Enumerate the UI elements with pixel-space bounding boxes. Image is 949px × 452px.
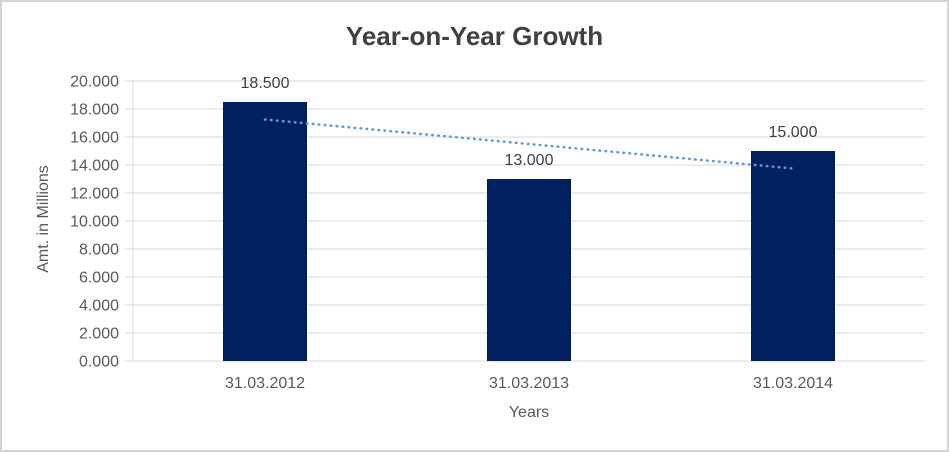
y-tick-label: 16.000 <box>70 130 119 147</box>
x-tick-label: 31.03.2013 <box>489 375 569 392</box>
bar-31.03.2012 <box>223 102 307 361</box>
x-tick-label: 31.03.2012 <box>225 375 305 392</box>
y-tick-label: 18.000 <box>70 102 119 119</box>
bar-31.03.2013 <box>487 179 571 361</box>
y-tick-label: 20.000 <box>70 74 119 91</box>
y-tick-label: 4.000 <box>79 298 119 315</box>
trendline <box>263 118 795 170</box>
x-axis-title: Years <box>508 404 550 421</box>
bar-31.03.2014 <box>751 151 835 361</box>
y-tick-label: 14.000 <box>70 158 119 175</box>
x-tick-label: 31.03.2014 <box>753 375 833 392</box>
y-tick-label: 2.000 <box>79 326 119 343</box>
chart-title: Year-on-Year Growth <box>345 21 604 51</box>
y-tick-label: 8.000 <box>79 242 119 259</box>
data-label: 15.000 <box>769 124 818 141</box>
data-label: 18.500 <box>241 75 290 92</box>
y-tick-label: 10.000 <box>70 214 119 231</box>
data-label: 13.000 <box>505 152 554 169</box>
y-tick-label: 0.000 <box>79 354 119 371</box>
y-tick-label: 12.000 <box>70 186 119 203</box>
y-tick-label: 6.000 <box>79 270 119 287</box>
